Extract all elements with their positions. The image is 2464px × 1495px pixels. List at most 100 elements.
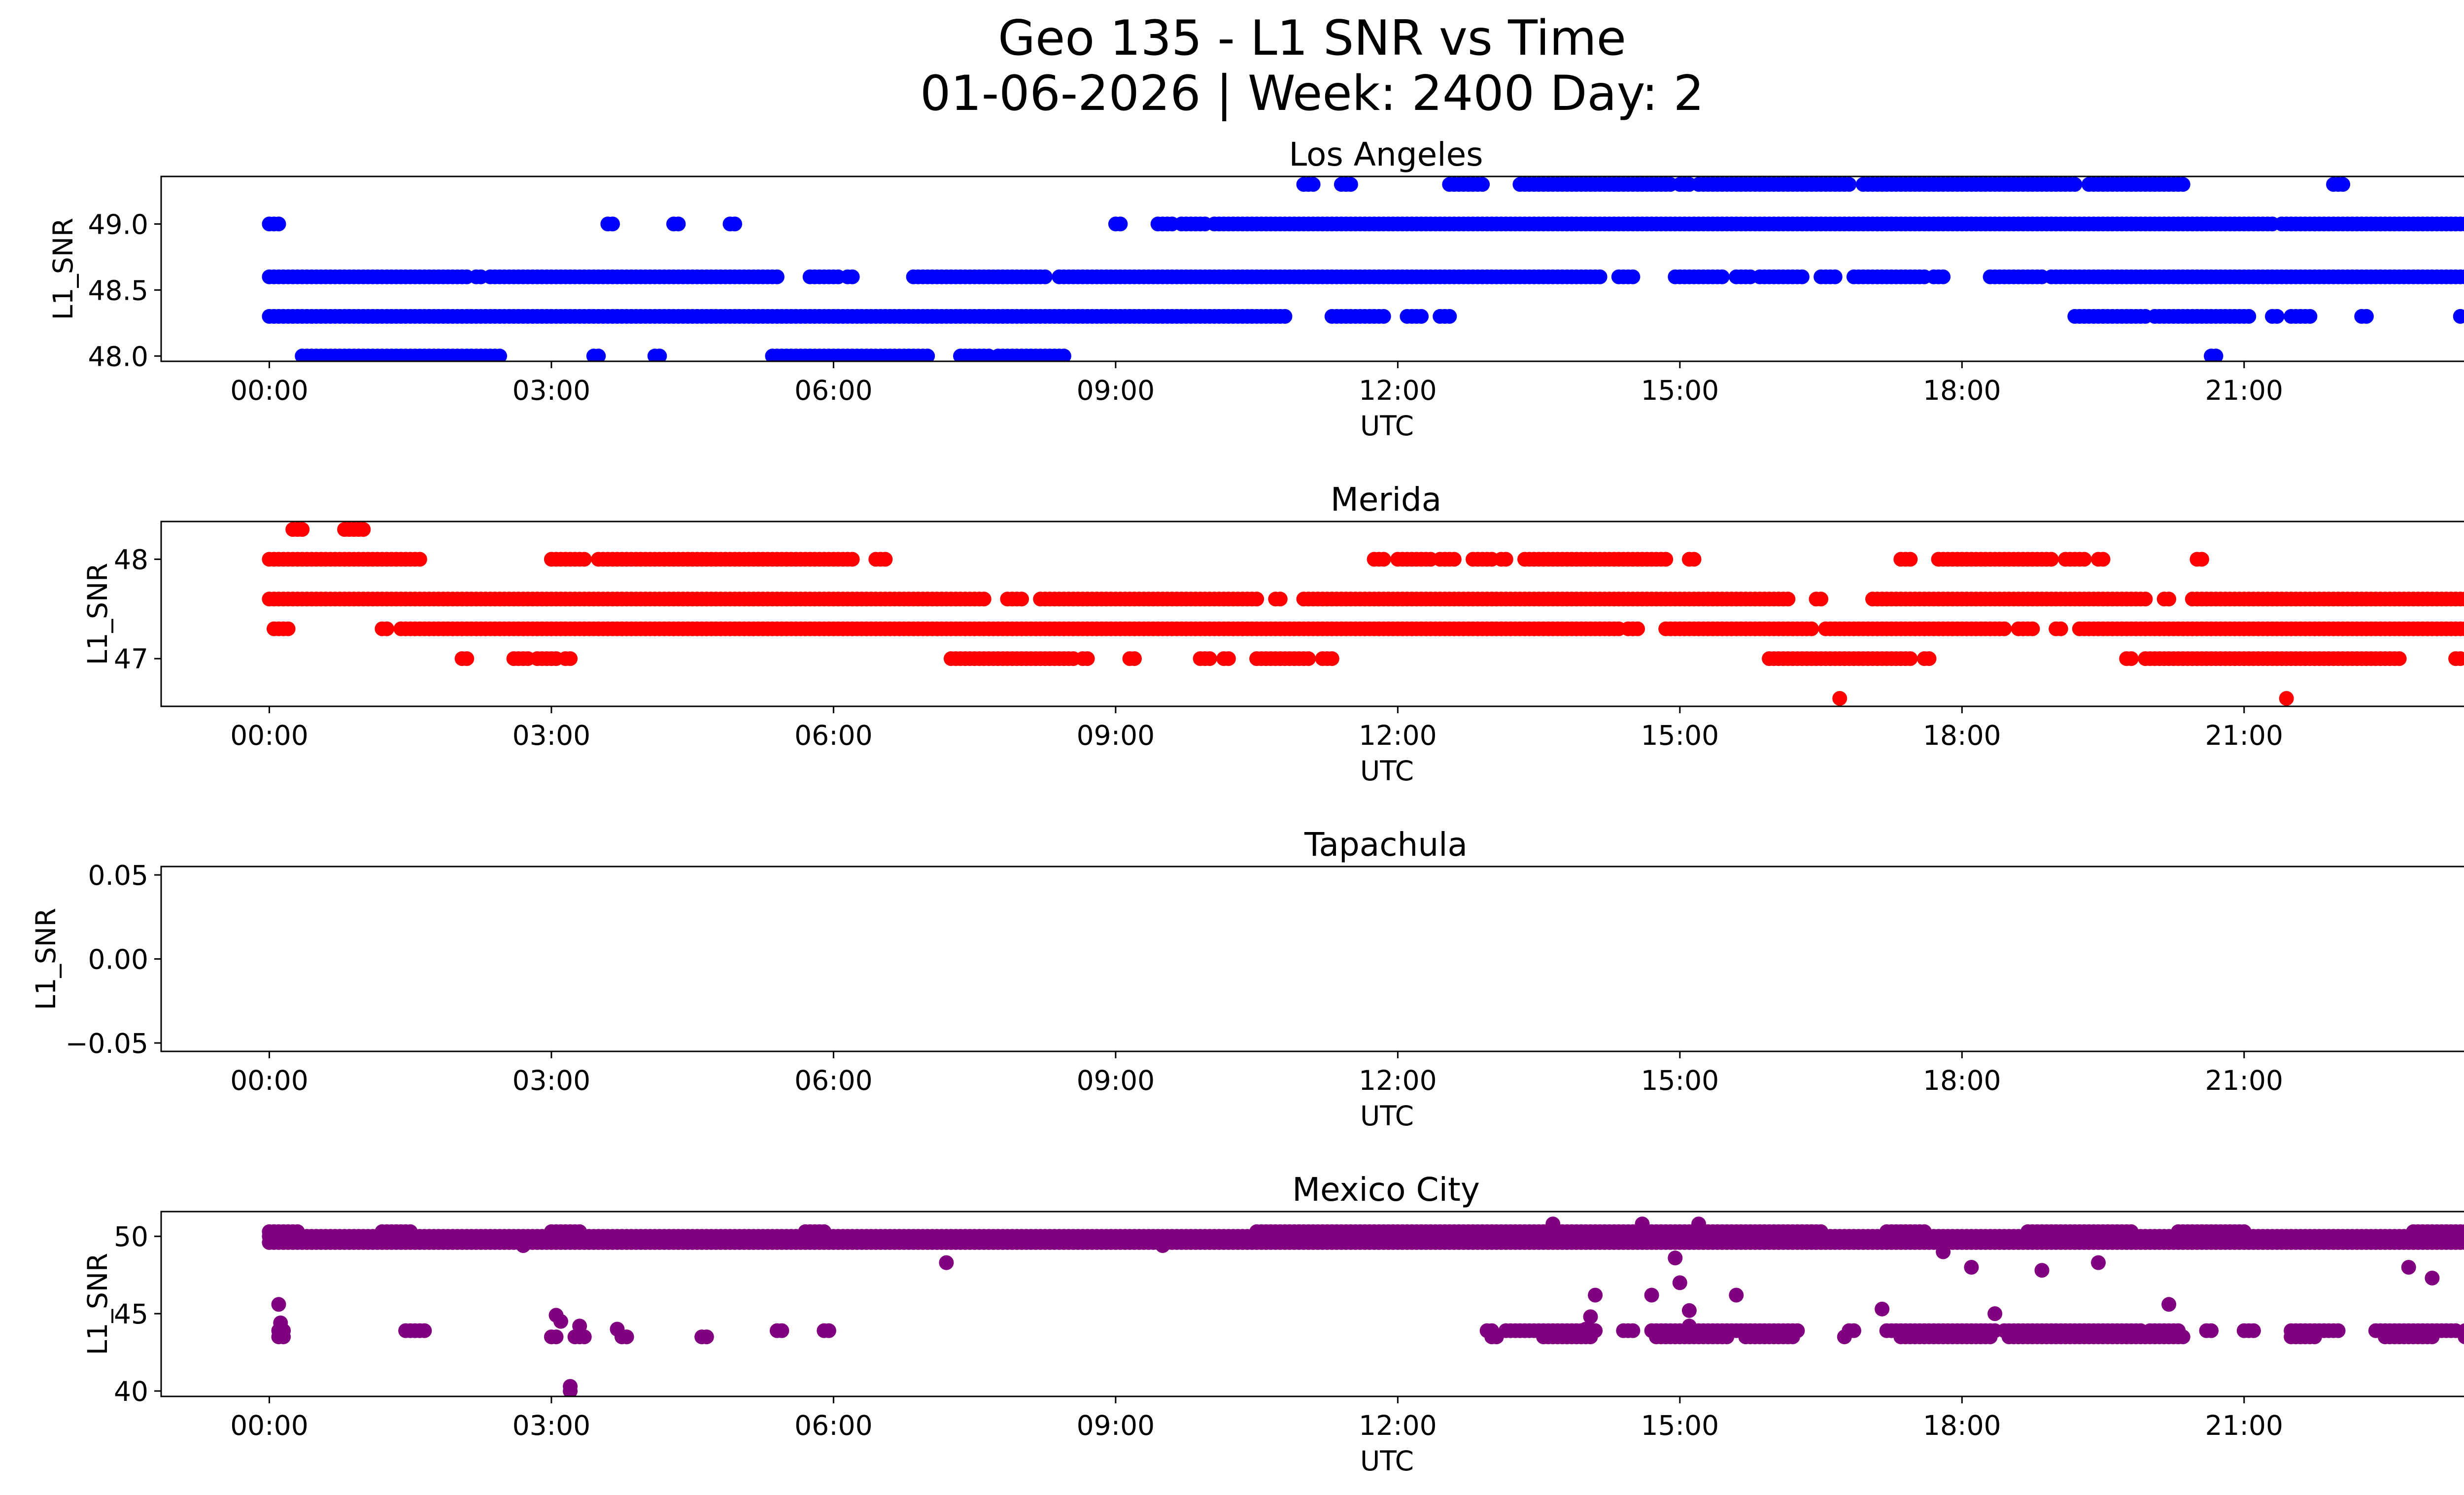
data-point	[1921, 651, 1937, 666]
data-point	[727, 216, 742, 232]
data-point	[280, 621, 296, 636]
y-tick-label: 48.0	[88, 341, 148, 372]
data-point	[1785, 1329, 1800, 1345]
subplot-los-angeles: 00:00 03:00 06:00 09:00 12:00 15:00 18:00 21:00…	[47, 136, 2464, 442]
data-point	[2095, 552, 2111, 567]
data-point	[2161, 591, 2177, 607]
data-point	[1625, 1323, 1641, 1338]
data-point	[1658, 552, 1674, 567]
data-point	[2175, 177, 2190, 192]
data-point	[2204, 1323, 2219, 1338]
data-point	[2462, 219, 2464, 229]
x-tick-label: 00:00	[230, 1065, 308, 1096]
y-axis-label: L1_SNR	[82, 1253, 113, 1355]
data-point	[845, 269, 860, 284]
x-tick-label: 03:00	[513, 1065, 591, 1096]
figure-title: Geo 135 - L1 SNR vs Time	[998, 10, 1626, 67]
data-point	[1936, 1244, 1951, 1259]
data-point	[1903, 552, 1918, 567]
data-point	[769, 269, 785, 284]
y-tick-label: 50	[114, 1221, 148, 1252]
data-point	[1842, 177, 1857, 192]
data-point	[271, 216, 286, 232]
data-point	[2458, 269, 2464, 284]
data-point	[1832, 691, 1848, 706]
data-point	[1903, 651, 1918, 666]
y-tick-label: 47	[114, 643, 148, 675]
x-tick-label: 21:00	[2205, 1065, 2284, 1096]
subplot-mexico-city: 00:00 03:00 06:00 09:00 12:00 15:00 18:00 21:00…	[82, 1171, 2464, 1477]
x-tick-label: 18:00	[1923, 375, 2001, 406]
data-point	[417, 1323, 432, 1338]
data-point	[1442, 309, 1457, 324]
data-point	[1376, 309, 1391, 324]
data-point	[2462, 1227, 2464, 1237]
data-point	[2194, 552, 2209, 567]
data-point	[1780, 591, 1796, 607]
data-point	[1414, 309, 1429, 324]
subplot-title: Merida	[1331, 481, 1441, 519]
data-point	[1498, 552, 1513, 567]
x-tick-label: 15:00	[1641, 720, 1719, 751]
subplot-title: Mexico City	[1292, 1171, 1480, 1209]
data-point	[1014, 591, 1029, 607]
data-point	[572, 1319, 587, 1334]
data-point	[2161, 1297, 2177, 1312]
x-tick-label: 09:00	[1077, 1065, 1155, 1096]
data-point	[1301, 651, 1316, 666]
data-point	[2462, 1238, 2464, 1248]
data-point	[1672, 1275, 1687, 1290]
data-point	[1202, 651, 1217, 666]
data-point	[1343, 177, 1358, 192]
data-point	[403, 1224, 418, 1239]
subplot-tapachula: 00:00 03:00 06:00 09:00 12:00 15:00 18:00 21:00…	[30, 826, 2464, 1132]
x-tick-label: 09:00	[1077, 720, 1155, 751]
data-point	[1691, 1217, 1706, 1232]
data-point	[2359, 309, 2374, 324]
data-point	[605, 216, 620, 232]
data-point	[2138, 591, 2153, 607]
y-axis-label: L1_SNR	[47, 218, 79, 320]
data-point	[1644, 1287, 1659, 1303]
y-axis-label: L1_SNR	[30, 908, 62, 1010]
x-tick-label: 03:00	[513, 375, 591, 406]
axes-frame	[160, 866, 2464, 1052]
data-point	[548, 1329, 564, 1345]
x-tick-label: 06:00	[794, 375, 873, 406]
data-point	[1814, 591, 1829, 607]
data-point	[2034, 1263, 2050, 1278]
data-point	[652, 348, 667, 361]
x-tick-label: 00:00	[230, 1410, 308, 1441]
y-tick-label: −0.05	[65, 1028, 148, 1059]
x-axis-label: UTC	[1360, 1100, 1414, 1132]
data-point	[1625, 269, 1641, 284]
data-point	[1635, 1217, 1650, 1232]
x-tick-label: 12:00	[1359, 1065, 1437, 1096]
x-tick-label: 09:00	[1077, 1410, 1155, 1441]
y-tick-label: 0.05	[88, 860, 148, 891]
data-point	[2462, 594, 2464, 604]
data-point	[1113, 216, 1128, 232]
x-tick-label: 21:00	[2205, 1410, 2284, 1441]
axes-frame	[160, 521, 2464, 707]
data-point	[1804, 621, 1819, 636]
data-point	[1037, 269, 1053, 284]
data-point	[2269, 309, 2285, 324]
data-point	[2425, 1329, 2440, 1345]
data-point	[2458, 1329, 2464, 1345]
data-point	[1875, 1301, 1890, 1317]
data-point	[2236, 1224, 2252, 1239]
data-point	[2077, 552, 2092, 567]
data-point	[1837, 1329, 1852, 1345]
data-point	[1588, 1287, 1603, 1303]
data-point	[2458, 216, 2464, 232]
data-point	[878, 552, 893, 567]
data-point	[492, 348, 507, 361]
data-point	[1592, 269, 1608, 284]
x-tick-label: 18:00	[1923, 1065, 2001, 1096]
data-point	[1446, 552, 1462, 567]
data-point	[2458, 591, 2464, 607]
data-point	[2458, 1224, 2464, 1239]
data-point	[2123, 651, 2139, 666]
data-point	[459, 651, 475, 666]
